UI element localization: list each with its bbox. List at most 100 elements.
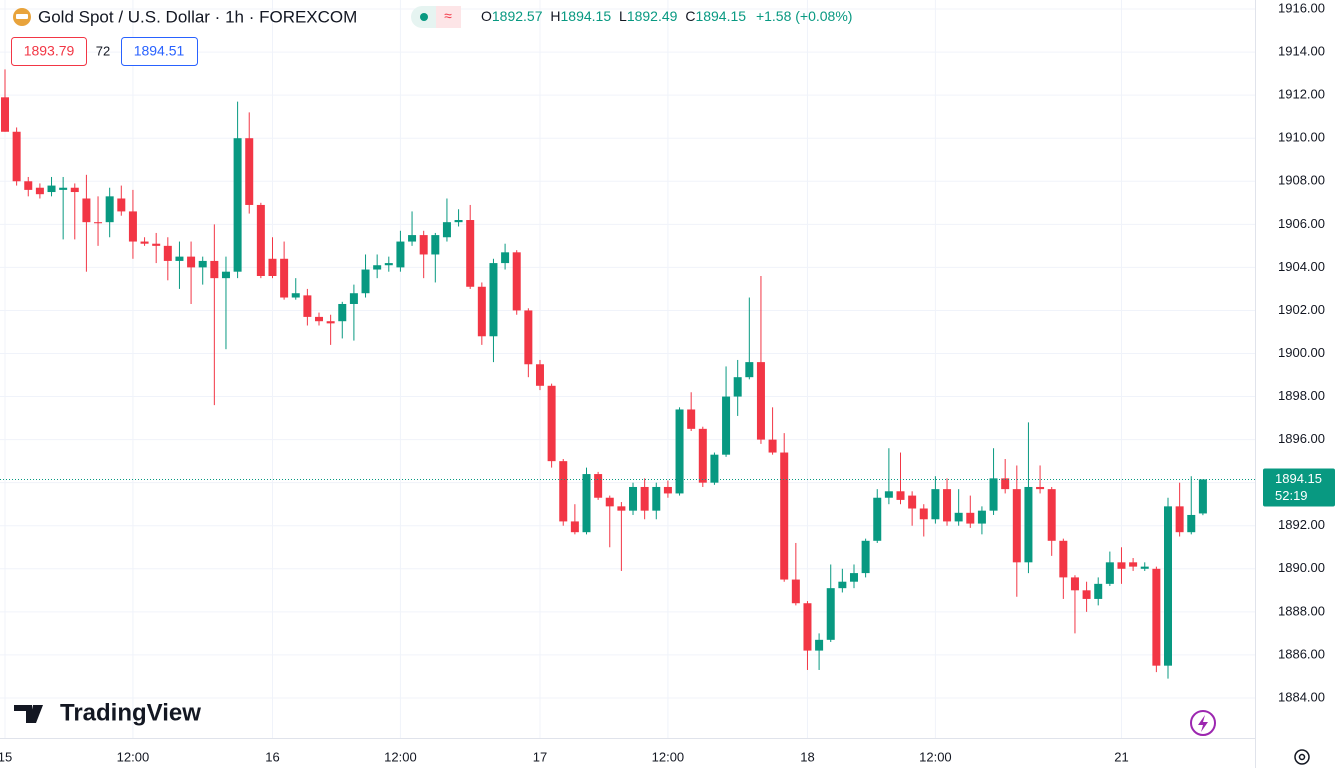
- candle-body: [815, 639, 824, 651]
- candle-body: [94, 222, 103, 224]
- candle-body: [1129, 562, 1138, 567]
- candle-body: [954, 512, 963, 522]
- candle-body: [152, 243, 161, 246]
- candle-body: [59, 187, 68, 190]
- symbol-title[interactable]: Gold Spot / U.S. Dollar · 1h · FOREXCOM: [38, 7, 357, 26]
- y-tick-label: 1916.00: [1278, 0, 1325, 15]
- candle-body: [803, 603, 812, 651]
- y-tick-label: 1886.00: [1278, 646, 1325, 661]
- candle-body: [117, 198, 126, 212]
- candle-body: [1070, 577, 1079, 591]
- candle-body: [838, 581, 847, 589]
- candle-body: [849, 573, 858, 582]
- candle-body: [291, 293, 300, 298]
- candle-body: [280, 258, 289, 298]
- candle-body: [233, 138, 242, 272]
- candle-body: [791, 579, 800, 604]
- candle-body: [1187, 514, 1196, 533]
- candle-body: [268, 258, 277, 276]
- market-open-dot: [420, 13, 428, 21]
- candle-body: [431, 235, 440, 255]
- logo-text[interactable]: TradingView: [60, 699, 201, 726]
- candle-body: [1140, 566, 1149, 569]
- candle-body: [582, 474, 591, 533]
- candle-body: [396, 241, 405, 268]
- candle-body: [1047, 489, 1056, 541]
- grid: [0, 0, 1256, 768]
- candle-body: [1036, 486, 1045, 490]
- candle-body: [989, 478, 998, 511]
- logo-dot: [35, 706, 41, 712]
- y-tick-label: 1908.00: [1278, 173, 1325, 188]
- candle-body: [559, 461, 568, 522]
- ohlc-value: 1894.15: [695, 8, 746, 24]
- candle-body: [256, 204, 265, 276]
- candle-body: [1152, 568, 1161, 666]
- candle-body: [221, 271, 230, 279]
- change: +1.58 (+0.08%): [756, 8, 853, 24]
- ohlc-value: 1892.49: [627, 8, 678, 24]
- ohlc-label: H: [550, 8, 560, 24]
- y-tick-label: 1904.00: [1278, 259, 1325, 274]
- candle-body: [512, 252, 521, 311]
- last-price-box: [1263, 468, 1335, 507]
- y-tick-label: 1896.00: [1278, 431, 1325, 446]
- candle-body: [547, 385, 556, 462]
- candle-body: [652, 486, 661, 511]
- candle-body: [710, 454, 719, 483]
- candle-body: [943, 489, 952, 522]
- candle-body: [1198, 479, 1207, 514]
- x-tick-label: 12:00: [652, 749, 685, 764]
- candle-body: [884, 491, 893, 498]
- x-tick-label: 15: [0, 749, 12, 764]
- candle-body: [1105, 562, 1114, 584]
- ask-box[interactable]: [121, 37, 198, 66]
- y-tick-label: 1892.00: [1278, 517, 1325, 532]
- settings-icon-center: [1298, 753, 1306, 761]
- candle-body: [24, 181, 33, 190]
- y-tick-label: 1912.00: [1278, 87, 1325, 102]
- candle-body: [1094, 583, 1103, 599]
- candle-body: [745, 362, 754, 378]
- bid-price: 1893.79: [24, 43, 75, 59]
- candle-body: [326, 321, 335, 324]
- candle-body: [873, 497, 882, 541]
- settings-icon[interactable]: [1294, 749, 1310, 765]
- candle-body: [477, 286, 486, 337]
- candle-body: [896, 491, 905, 500]
- candle-body: [466, 220, 475, 287]
- y-tick-label: 1888.00: [1278, 603, 1325, 618]
- candle-body: [82, 198, 91, 223]
- candle-body: [419, 235, 428, 255]
- candle-body: [187, 256, 196, 268]
- y-tick-label: 1900.00: [1278, 345, 1325, 360]
- y-tick-label: 1890.00: [1278, 560, 1325, 575]
- x-tick-label: 21: [1114, 749, 1128, 764]
- candle-body: [570, 521, 579, 533]
- spread: 72: [96, 43, 110, 58]
- candle-body: [687, 409, 696, 429]
- candle-body: [698, 428, 707, 483]
- x-tick-label: 18: [800, 749, 814, 764]
- candle-body: [605, 497, 614, 507]
- candle-body: [303, 295, 312, 317]
- ohlc-value: 1892.57: [492, 8, 543, 24]
- candle-body: [629, 486, 638, 511]
- delay-icon: ≈: [444, 8, 452, 24]
- candle-body: [338, 303, 347, 322]
- candle-body: [931, 489, 940, 520]
- bid-box[interactable]: [11, 37, 87, 66]
- candle-body: [1082, 590, 1091, 599]
- candle-body: [12, 131, 21, 182]
- y-tick-label: 1884.00: [1278, 689, 1325, 704]
- candle-body: [489, 263, 498, 337]
- candle-body: [756, 362, 765, 440]
- y-tick-label: 1902.00: [1278, 302, 1325, 317]
- flash-icon[interactable]: [1190, 710, 1216, 736]
- candle-body: [210, 260, 219, 279]
- candle-body: [70, 187, 79, 193]
- candle-body: [768, 439, 777, 453]
- y-tick-label: 1910.00: [1278, 130, 1325, 145]
